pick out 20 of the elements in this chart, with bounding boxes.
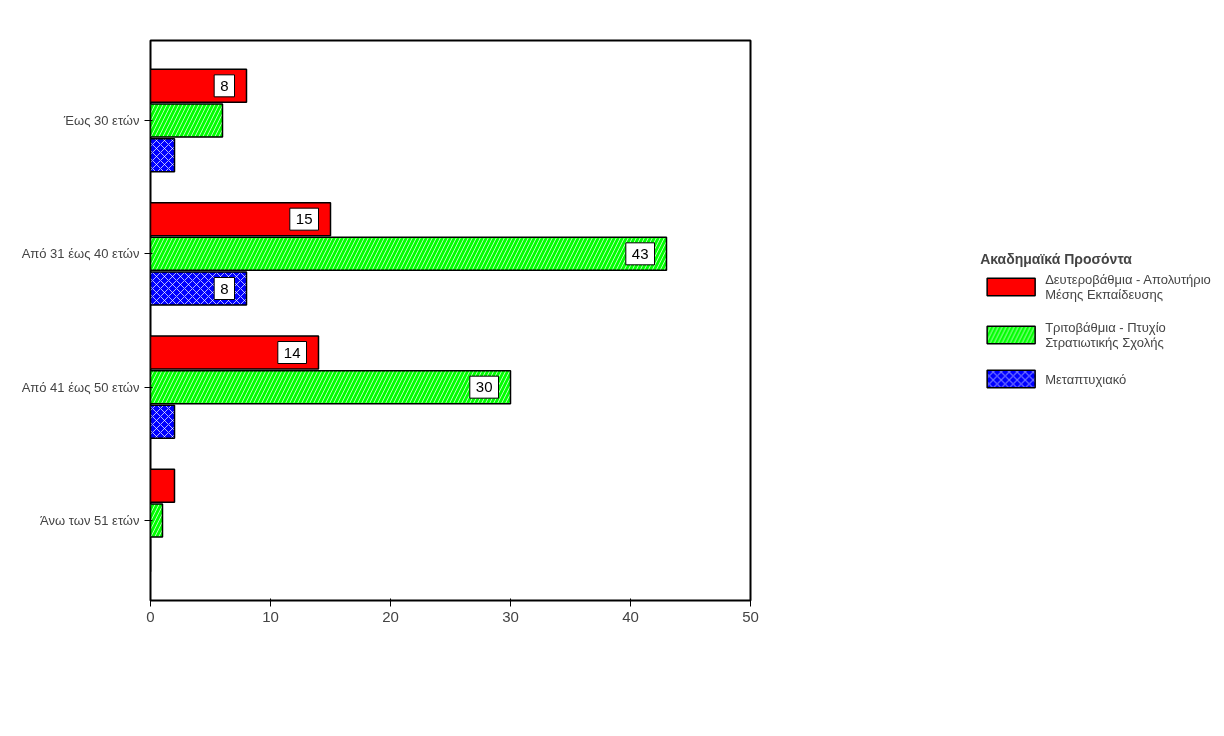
- x-tick-label: 10: [262, 607, 279, 625]
- x-tick-label: 20: [382, 607, 399, 625]
- data-label: 8: [220, 279, 229, 297]
- x-tick-label: 50: [742, 607, 759, 625]
- x-tick-label: 0: [146, 607, 155, 625]
- x-tick-label: 30: [502, 607, 519, 625]
- legend-label: Μεταπτυχιακό: [1045, 371, 1127, 386]
- x-tick-label: 40: [622, 607, 639, 625]
- data-label: 30: [475, 378, 493, 396]
- data-label: 15: [295, 210, 313, 228]
- y-tick-label: Έως 30 ετών: [62, 113, 140, 128]
- data-label: 14: [283, 343, 301, 361]
- y-tick-label: Άνω των 51 ετών: [40, 513, 140, 528]
- legend-label: Τριτοβάθμια - Πτυχίο Στρατιωτικής Σχολής: [1045, 319, 1166, 350]
- legend-label: Δευτεροβάθμια - Απολυτήριο Μέσης Εκπαίδευσης: [1045, 271, 1211, 302]
- legend-title: Ακαδημαϊκά Προσόντα: [980, 250, 1133, 267]
- y-tick-label: Από 31 έως 40 ετών: [21, 246, 140, 262]
- data-label: 8: [220, 76, 229, 94]
- data-label: 43: [631, 244, 649, 262]
- y-tick-label: Από 41 έως 50 ετών: [21, 379, 140, 395]
